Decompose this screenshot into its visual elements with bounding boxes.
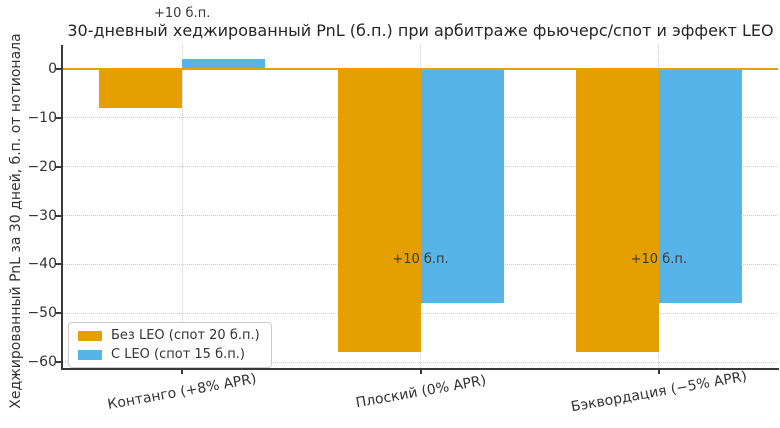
legend-item-with-leo: С LEO (спот 15 б.п.): [78, 347, 260, 362]
chart-title: 30-дневный хеджированный PnL (б.п.) при …: [67, 21, 774, 40]
x-tick-label: Плоский (0% APR): [354, 372, 487, 412]
x-tick-label: Бэквордация (−5% APR): [569, 368, 749, 416]
y-tick-mark: [56, 263, 63, 266]
zero-baseline: [63, 67, 778, 70]
legend-label-no-leo: Без LEO (спот 20 б.п.): [111, 328, 260, 343]
bar-series1-cat2: [658, 68, 742, 304]
plot-area: [63, 45, 778, 368]
legend-item-no-leo: Без LEO (спот 20 б.п.): [78, 328, 260, 343]
y-tick-label: −30: [27, 207, 57, 224]
x-tick-mark: [657, 369, 660, 374]
legend-swatch-with-leo: [78, 349, 102, 360]
legend: Без LEO (спот 20 б.п.) С LEO (спот 15 б.…: [68, 322, 272, 368]
y-tick-mark: [56, 116, 63, 119]
bar-series1-cat0: [182, 59, 266, 69]
x-tick-mark: [419, 369, 422, 374]
y-tick-label: 0: [48, 60, 57, 77]
legend-label-with-leo: С LEO (спот 15 б.п.): [111, 347, 245, 362]
x-tick-label: Контанго (+8% APR): [106, 371, 258, 413]
y-tick-label: −20: [27, 158, 57, 175]
bar-series0-cat2: [575, 68, 659, 353]
y-tick-label: −60: [27, 354, 57, 371]
annotation-plus-10-bp: +10 б.п.: [392, 251, 449, 267]
y-tick-label: −50: [27, 305, 57, 322]
bar-series0-cat0: [99, 68, 183, 109]
annotation-plus-10-bp: +10 б.п.: [153, 6, 211, 21]
annotation-plus-10-bp: +10 б.п.: [630, 251, 688, 267]
y-axis-spine: [61, 45, 63, 370]
y-tick-label: −10: [27, 109, 57, 126]
y-tick-mark: [56, 67, 63, 70]
y-tick-mark: [56, 312, 63, 315]
x-tick-mark: [181, 369, 184, 374]
y-tick-label: −40: [27, 256, 57, 273]
y-tick-mark: [56, 165, 63, 168]
legend-swatch-no-leo: [78, 330, 102, 341]
bar-series0-cat1: [337, 68, 421, 353]
y-axis-label: Хеджированный PnL за 30 дней, б.п. от но…: [8, 33, 24, 409]
y-tick-mark: [56, 361, 63, 364]
bar-series1-cat1: [420, 68, 504, 304]
gridline-vertical: [181, 45, 183, 368]
y-tick-mark: [56, 214, 63, 217]
